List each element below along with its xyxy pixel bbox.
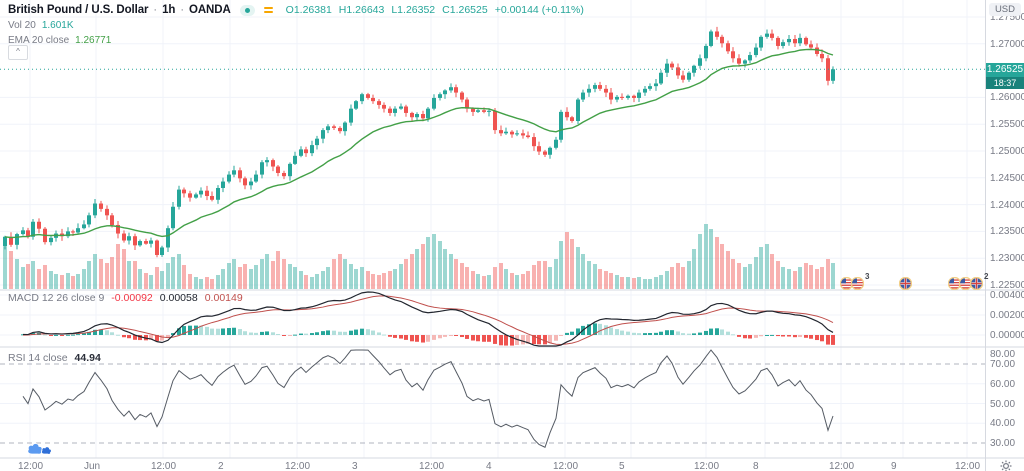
time-axis-label: 12:00 <box>955 461 981 471</box>
ohlc-values: O1.26381 H1.26643 L1.26352 C1.26525 +0.0… <box>286 4 584 16</box>
time-axis-label: 12:00 <box>694 461 720 471</box>
symbol-title[interactable]: British Pound / U.S. Dollar <box>8 4 149 16</box>
price-axis-label: 1.27000 <box>990 38 1024 50</box>
rsi-legend[interactable]: RSI 14 close 44.94 <box>8 352 101 364</box>
market-open-dot-icon <box>244 7 250 13</box>
macd-hist-value: -0.00092 <box>111 292 153 304</box>
price-axis-label: 1.24000 <box>990 199 1024 211</box>
price-axis-label: 1.26000 <box>990 92 1024 104</box>
bar-countdown-label: 18:37 <box>986 77 1024 89</box>
rsi-axis-label: 70.00 <box>990 359 1016 370</box>
price-axis-label: 1.22500 <box>990 280 1024 291</box>
high-value: H1.26643 <box>338 4 385 16</box>
interval-label[interactable]: 1h <box>162 4 176 16</box>
ema-indicator-label[interactable]: EMA 20 close <box>8 35 70 46</box>
change-value: +0.00144 (+0.11%) <box>494 4 584 16</box>
rsi-label: RSI 14 close <box>8 352 68 364</box>
time-axis-label: 5 <box>619 461 625 471</box>
rsi-axis-label: 50.00 <box>990 398 1016 410</box>
time-axis-label: 12:00 <box>553 461 579 471</box>
rsi-axis-label: 80.00 <box>990 349 1016 360</box>
price-axis-label: 1.24500 <box>990 172 1024 184</box>
rsi-axis-label: 30.00 <box>990 438 1016 449</box>
macd-signal-value: 0.00149 <box>204 292 243 304</box>
time-axis-label: 9 <box>891 461 897 471</box>
rsi-axis-label: 40.00 <box>990 418 1016 430</box>
time-axis-label: 8 <box>753 461 759 471</box>
collapse-legend-button[interactable]: ^ <box>8 45 28 60</box>
macd-axis-label: 0.00200 <box>990 310 1024 321</box>
macd-legend[interactable]: MACD 12 26 close 9 -0.00092 0.00058 0.00… <box>8 292 243 304</box>
macd-line-value: 0.00058 <box>159 292 198 304</box>
time-axis-label: 3 <box>352 461 358 471</box>
time-axis-label: 12:00 <box>419 461 445 471</box>
event-count-badge: 2 <box>984 272 989 281</box>
price-axis-label: 1.23000 <box>990 253 1024 265</box>
price-axis-label: 1.23500 <box>990 226 1024 238</box>
price-axis-label: 1.25500 <box>990 119 1024 131</box>
last-price-label: 1.26525 <box>986 63 1024 77</box>
time-axis-label: 4 <box>486 461 492 471</box>
mixed-chart-icon[interactable] <box>263 7 273 13</box>
open-value: O1.26381 <box>285 4 332 16</box>
time-axis-label: 12:00 <box>285 461 311 471</box>
separator-dot: · <box>180 4 184 16</box>
time-axis-label: Jun <box>84 461 101 471</box>
market-status-pill[interactable] <box>239 4 255 16</box>
rsi-value: 44.94 <box>74 352 101 364</box>
currency-toggle-button[interactable]: USD <box>988 3 1021 16</box>
macd-axis-label: 0.00400 <box>990 290 1024 301</box>
volume-value: 1.601K <box>41 20 74 31</box>
macd-label: MACD 12 26 close 9 <box>8 292 105 304</box>
event-count-badge: 3 <box>865 272 870 281</box>
separator-dot: · <box>153 4 158 16</box>
time-axis-label: 12:00 <box>829 461 855 471</box>
time-axis-label: 12:00 <box>151 461 177 471</box>
time-axis-label: 2 <box>218 461 224 471</box>
macd-axis-label: 0.00000 <box>990 330 1024 341</box>
price-axis-label: 1.27500 <box>990 12 1024 23</box>
close-value: C1.26525 <box>442 4 488 16</box>
low-value: L1.26352 <box>391 4 436 16</box>
exchange-label[interactable]: OANDA <box>189 4 231 16</box>
ema-value: 1.26771 <box>75 35 112 46</box>
price-axis-label: 1.25000 <box>990 146 1024 157</box>
time-axis-label: 12:00 <box>18 461 44 471</box>
symbol-legend: British Pound / U.S. Dollar · 1h · OANDA… <box>8 4 584 46</box>
volume-indicator-label[interactable]: Vol 20 <box>8 20 36 31</box>
rsi-axis-label: 60.00 <box>990 378 1016 390</box>
